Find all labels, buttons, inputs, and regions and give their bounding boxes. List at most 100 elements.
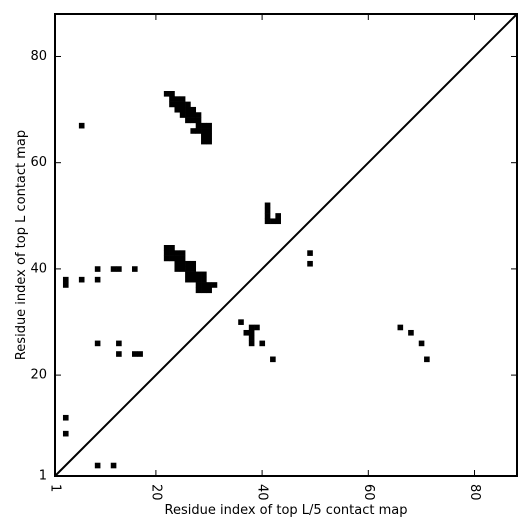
contact-cell: [195, 128, 202, 134]
contact-cell: [201, 282, 207, 288]
contact-cell: [116, 351, 122, 357]
contact-cell: [206, 133, 212, 140]
contact-cell: [116, 340, 122, 347]
contact-cell: [169, 250, 175, 256]
contact-cell: [94, 266, 101, 272]
contact-cell: [201, 128, 207, 134]
contact-cell: [307, 250, 313, 256]
contact-cell: [206, 282, 212, 288]
contact-cell: [248, 324, 255, 331]
contact-cell: [179, 250, 186, 256]
contact-cell: [185, 260, 191, 267]
plot-frame: [54, 13, 518, 477]
contact-cell: [179, 255, 186, 262]
contact-cell: [264, 213, 271, 219]
contact-cell: [254, 324, 260, 331]
contact-cell: [110, 462, 117, 469]
contact-cell: [201, 133, 207, 140]
contact-cell: [185, 266, 191, 272]
contact-cell: [163, 91, 170, 97]
contact-cell: [195, 112, 202, 118]
contact-cell: [275, 213, 281, 219]
contact-cell: [94, 462, 101, 469]
x-tick-label: 1: [48, 484, 63, 492]
contact-cell: [206, 128, 212, 134]
contact-cell: [185, 117, 191, 124]
y-tick-label: 80: [30, 49, 47, 64]
contact-cell: [206, 287, 212, 294]
contact-cell: [169, 245, 175, 251]
contact-cell: [201, 287, 207, 294]
contact-cell: [163, 255, 170, 262]
contact-cell: [174, 260, 181, 267]
contact-cell: [270, 218, 276, 225]
contact-cell: [397, 324, 404, 331]
contact-cell: [62, 414, 69, 421]
contact-cell: [163, 250, 170, 256]
y-tick-label: 20: [30, 368, 47, 383]
contact-cell: [195, 122, 202, 129]
contact-cell: [408, 329, 414, 336]
x-tick-label: 20: [148, 484, 163, 501]
y-tick-label: 60: [30, 155, 47, 170]
contact-cell: [248, 329, 255, 336]
y-axis-label: Residue index of top L contact map: [14, 130, 29, 360]
contact-cell: [248, 340, 255, 347]
contact-cell: [78, 276, 85, 283]
contact-cell: [163, 245, 170, 251]
contact-cell: [116, 266, 122, 272]
contact-cell: [190, 271, 197, 278]
contact-cell: [248, 335, 255, 341]
contact-cell: [94, 276, 101, 283]
contact-cell: [270, 356, 276, 363]
contact-cell: [174, 255, 181, 262]
contact-cell: [78, 122, 85, 129]
contact-cell: [179, 260, 186, 267]
contact-cell: [132, 351, 138, 357]
contact-cell: [211, 282, 218, 288]
contact-cell: [62, 430, 69, 437]
contact-cell: [179, 112, 186, 118]
contact-cell: [174, 266, 181, 272]
contact-cell: [264, 207, 271, 214]
y-tick-label: 40: [30, 261, 47, 276]
contact-cell: [174, 250, 181, 256]
contact-cell: [174, 101, 181, 108]
contact-cell: [264, 218, 271, 225]
contact-cell: [137, 351, 143, 357]
contact-cell: [264, 202, 271, 209]
contact-cell: [190, 106, 197, 113]
contact-cell: [424, 356, 430, 363]
diagonal-line: [54, 13, 518, 477]
contact-cell: [243, 329, 250, 336]
contact-cell: [190, 266, 197, 272]
contact-cell: [174, 96, 181, 102]
contact-cell: [179, 266, 186, 272]
contact-cell: [190, 260, 197, 267]
contact-cell: [201, 276, 207, 283]
contact-cell: [195, 271, 202, 278]
axis-ticks: 1 20 40 60 80 1 20 40 60 80: [30, 14, 517, 501]
contact-cell: [185, 106, 191, 113]
contact-cell: [110, 266, 117, 272]
x-tick-label: 60: [361, 484, 376, 501]
contact-cell: [185, 112, 191, 118]
x-axis-label: Residue index of top L/5 contact map: [165, 503, 408, 518]
contact-cell: [238, 319, 244, 325]
contact-cell: [190, 128, 197, 134]
contact-cell: [201, 271, 207, 278]
contact-cell: [259, 340, 266, 347]
x-tick-label: 40: [255, 484, 270, 501]
contact-cell: [169, 91, 175, 97]
contact-cell: [195, 117, 202, 124]
contact-cell: [62, 276, 69, 283]
contact-cell: [275, 218, 281, 225]
contact-cell: [179, 96, 186, 102]
contact-cell: [179, 101, 186, 108]
contact-cell: [185, 101, 191, 108]
contact-cell: [169, 255, 175, 262]
x-tick-label: 80: [467, 484, 482, 501]
y-tick-label: 1: [39, 469, 47, 484]
contact-cell: [190, 112, 197, 118]
contact-cell: [307, 260, 313, 267]
